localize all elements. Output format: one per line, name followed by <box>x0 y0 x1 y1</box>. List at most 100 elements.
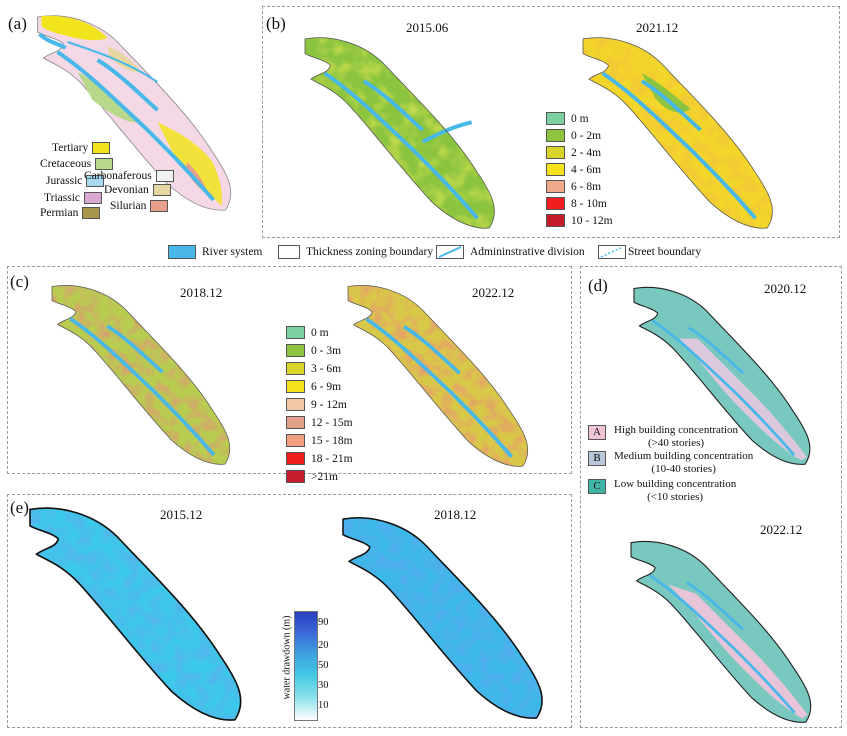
geo-legend-devonian: Devonian <box>104 184 171 196</box>
map-c2-date: 2022.12 <box>472 285 515 300</box>
panel-b-label: (b) <box>266 14 286 33</box>
thickness-legend-b-label: 0 m <box>571 112 589 125</box>
thickness-map-2018-12 <box>51 284 231 465</box>
map-d2-date: 2022.12 <box>760 522 803 537</box>
thickness-map-2015-06 <box>304 37 495 229</box>
building-legend-c: C Low building concentration (<10 stories… <box>588 478 808 508</box>
devonian-swatch <box>152 184 171 196</box>
thickness-map-2022-12 <box>347 285 529 467</box>
thickness-legend-b-swatch <box>546 214 565 227</box>
thickness-legend-c-swatch <box>286 416 305 429</box>
panel-d-frame <box>580 266 842 728</box>
building-map-2022-12 <box>630 540 812 723</box>
thickness-map-2021-12 <box>582 37 773 229</box>
thickness-legend-c-label: 12 - 15m <box>311 416 353 429</box>
geo-legend-tertiary: Tertiary <box>52 142 111 154</box>
drawdown-map-2018-12 <box>342 517 543 719</box>
thickness-legend-b-label: 2 - 4m <box>571 146 602 159</box>
geo-legend-triassic: Triassic <box>44 192 102 204</box>
geo-legend-permian: Permian <box>40 207 101 219</box>
key-admin-division: Admininstrative division <box>436 245 585 259</box>
admin-division-icon <box>436 245 464 259</box>
thickness-legend-b-swatch <box>546 180 565 193</box>
thickness-legend-c-label: 15 - 18m <box>311 434 353 447</box>
panel-b-frame <box>262 6 840 238</box>
thickness-legend-c-item: 0 - 3m <box>286 344 341 357</box>
thickness-legend-b-swatch <box>546 129 565 142</box>
silurian-swatch <box>150 200 169 212</box>
thickness-legend-c-item: 15 - 18m <box>286 434 353 447</box>
panel-a-label: (a) <box>8 14 27 33</box>
thickness-legend-b-item: 0 - 2m <box>546 129 601 142</box>
thickness-legend-b-label: 8 - 10m <box>571 197 607 210</box>
thickness-legend-b-swatch <box>546 146 565 159</box>
permian-swatch <box>82 207 101 219</box>
drawdown-map-2015-12 <box>29 507 242 721</box>
geo-legend-jurassic: Jurassic <box>46 175 105 187</box>
thickness-legend-b-swatch <box>546 112 565 125</box>
panel-d-label: (d) <box>588 276 608 295</box>
building-legend-a: A High building concentration (>40 storie… <box>588 424 808 454</box>
map-b2-date: 2021.12 <box>636 20 679 35</box>
geo-legend-silurian: Silurian <box>110 200 169 212</box>
thickness-legend-c-swatch <box>286 470 305 483</box>
thickness-legend-c-label: 3 - 6m <box>311 362 342 375</box>
key-river-system: River system <box>168 245 262 259</box>
thickness-legend-c-label: 6 - 9m <box>311 380 342 393</box>
thickness-legend-c-label: 9 - 12m <box>311 398 347 411</box>
thickness-legend-c-swatch <box>286 326 305 339</box>
street-boundary-icon <box>598 245 626 259</box>
thickness-legend-c-item: 0 m <box>286 326 329 339</box>
thickness-legend-c-label: 0 m <box>311 326 329 339</box>
thickness-legend-c-swatch <box>286 452 305 465</box>
thickness-legend-b-item: 10 - 12m <box>546 214 613 227</box>
thickness-legend-c-label: 18 - 21m <box>311 452 353 465</box>
drawdown-tick-10: 10 <box>318 700 329 711</box>
drawdown-tick-90: 90 <box>318 617 329 628</box>
drawdown-title: water drawdown (m) <box>281 615 293 700</box>
thickness-legend-b-item: 2 - 4m <box>546 146 601 159</box>
cretaceous-swatch <box>95 158 114 170</box>
map-d1-date: 2020.12 <box>764 281 807 296</box>
drawdown-tick-30: 30 <box>318 680 329 691</box>
thickness-legend-c-item: 3 - 6m <box>286 362 341 375</box>
panel-e-frame <box>7 494 572 728</box>
map-e1-date: 2015.12 <box>160 507 203 522</box>
thickness-legend-c-item: >21m <box>286 470 338 483</box>
geo-legend-cretaceous: Cretaceous <box>40 158 114 170</box>
thickness-legend-c-label: >21m <box>311 470 338 483</box>
thickness-legend-c-item: 18 - 21m <box>286 452 353 465</box>
map-c1-date: 2018.12 <box>180 285 223 300</box>
thickness-boundary-swatch <box>278 245 300 259</box>
thickness-legend-c-swatch <box>286 362 305 375</box>
thickness-legend-b-item: 8 - 10m <box>546 197 607 210</box>
drawdown-colorbar <box>294 611 318 721</box>
thickness-legend-c-swatch <box>286 380 305 393</box>
thickness-legend-b-label: 4 - 6m <box>571 163 602 176</box>
thickness-legend-b-item: 0 m <box>546 112 589 125</box>
carbonaferous-swatch <box>155 170 174 182</box>
key-thickness-boundary: Thickness zoning boundary <box>278 245 433 259</box>
thickness-legend-c-swatch <box>286 398 305 411</box>
geo-legend-carbonaferous: Carbonaferous <box>84 170 174 182</box>
tertiary-swatch <box>92 142 111 154</box>
river-swatch <box>168 245 196 259</box>
thickness-legend-b-label: 6 - 8m <box>571 180 602 193</box>
triassic-swatch <box>84 192 102 204</box>
jurassic-swatch <box>86 175 105 187</box>
drawdown-tick-20: 20 <box>318 640 329 651</box>
thickness-legend-c-swatch <box>286 344 305 357</box>
panel-c-label: (c) <box>10 272 29 291</box>
map-b1-date: 2015.06 <box>406 20 449 35</box>
geology-map <box>37 15 232 211</box>
building-legend-b: B Medium building concentration (10-40 st… <box>588 450 808 480</box>
thickness-legend-c-swatch <box>286 434 305 447</box>
thickness-legend-b-item: 6 - 8m <box>546 180 601 193</box>
thickness-legend-b-label: 10 - 12m <box>571 214 613 227</box>
map-e2-date: 2018.12 <box>434 507 477 522</box>
drawdown-tick-50: 50 <box>318 660 329 671</box>
thickness-legend-b-item: 4 - 6m <box>546 163 601 176</box>
panel-e-label: (e) <box>10 498 29 517</box>
thickness-legend-c-label: 0 - 3m <box>311 344 342 357</box>
building-map-2020-12 <box>633 286 811 465</box>
